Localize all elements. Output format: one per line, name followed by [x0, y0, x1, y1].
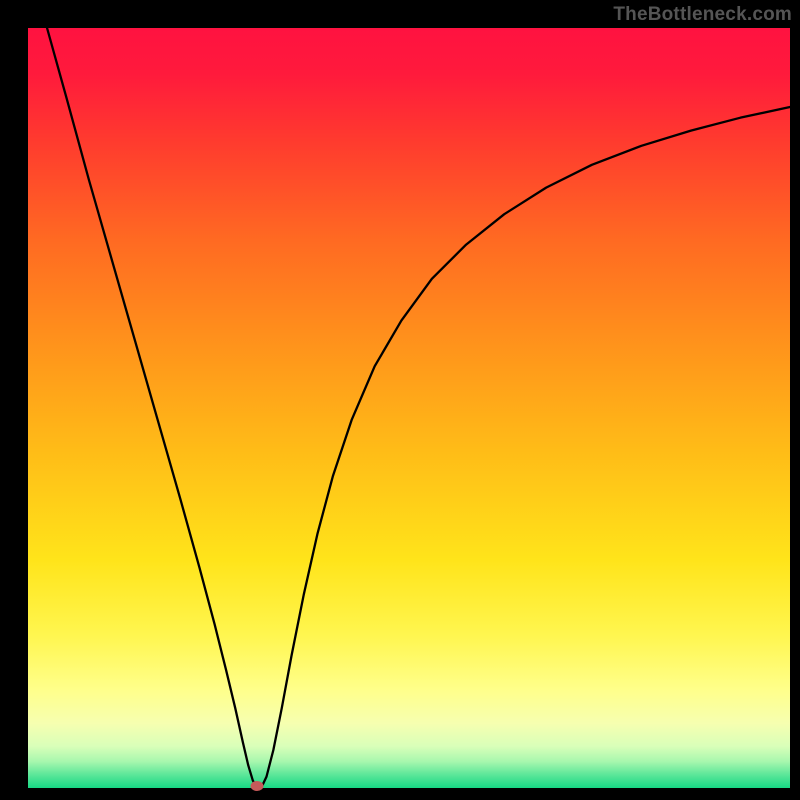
attribution-label: TheBottleneck.com [613, 4, 792, 26]
bottleneck-curve [28, 28, 790, 788]
optimal-point-marker [250, 781, 263, 791]
chart-outer-frame: TheBottleneck.com [0, 0, 800, 800]
plot-area [28, 28, 790, 788]
